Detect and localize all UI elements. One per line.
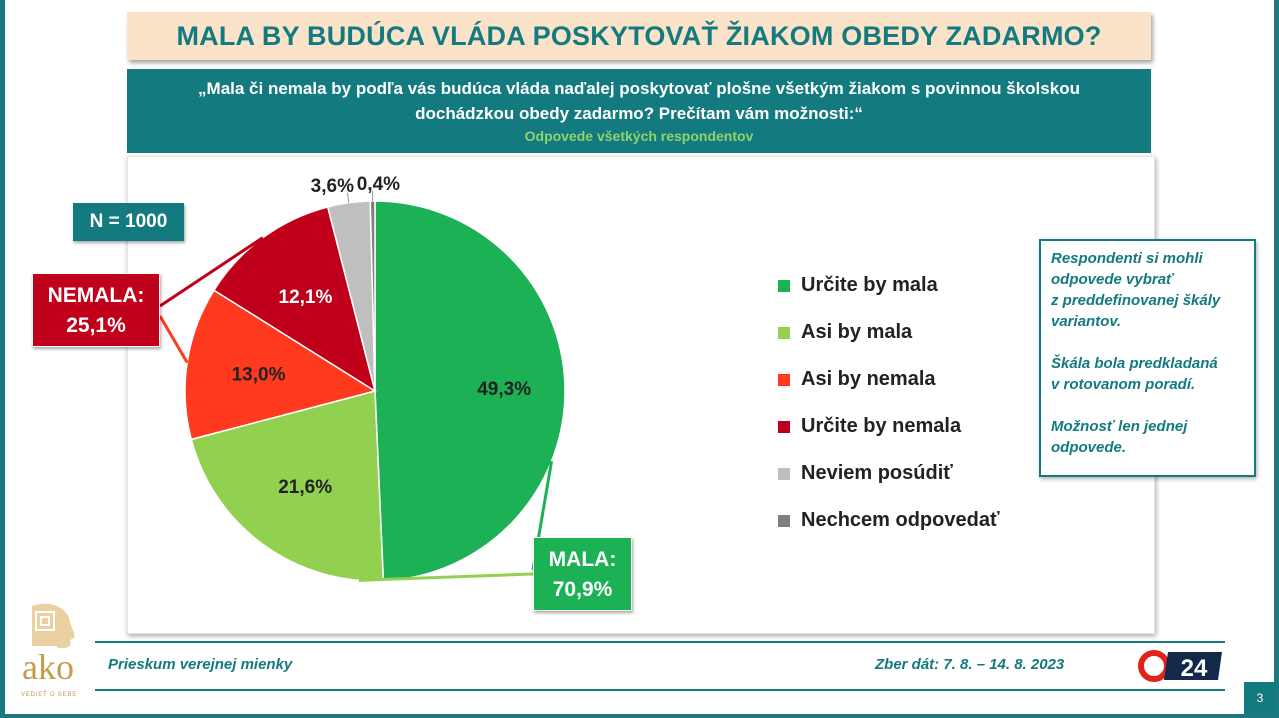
sample-size-badge: N = 1000	[73, 203, 184, 241]
pie-label-4: 3,6%	[311, 176, 354, 197]
pie-label-5: 0,4%	[357, 174, 400, 195]
legend-item-2: Asi by nemala	[778, 356, 1000, 403]
mala-callout-line-2	[358, 572, 534, 582]
legend-item-0: Určite by mala	[778, 262, 1000, 309]
legend-label-5: Nechcem odpovedať	[801, 509, 1000, 531]
note-paragraph-0: Respondenti si mohli odpovede vybrať z p…	[1051, 250, 1221, 330]
title-box: MALA BY BUDÚCA VLÁDA POSKYTOVAŤ ŽIAKOM O…	[127, 12, 1151, 60]
legend-swatch-0	[778, 279, 790, 292]
legend-swatch-4	[778, 467, 790, 480]
pie-slice-0	[374, 200, 566, 582]
pie-slice-3	[212, 206, 377, 393]
joj24-logo-text: 24	[1181, 655, 1208, 682]
head-profile-icon	[32, 603, 75, 648]
legend-swatch-5	[778, 514, 790, 527]
legend-item-5: Nechcem odpovedať	[778, 497, 1000, 544]
legend-swatch-3	[778, 420, 790, 433]
legend-label-4: Neviem posúdiť	[801, 462, 953, 484]
note-paragraph-1: Škála bola predkladaná v rotovanom porad…	[1051, 355, 1218, 393]
frame-right	[1274, 0, 1279, 718]
pie-label-3: 12,1%	[279, 287, 333, 308]
legend-item-3: Určite by nemala	[778, 403, 1000, 450]
mala-group-box: MALA: 70,9%	[533, 537, 632, 611]
pie-label-0: 49,3%	[477, 379, 531, 400]
footer-divider-top	[95, 641, 1225, 643]
legend-label-0: Určite by mala	[801, 274, 938, 296]
legend-label-1: Asi by mala	[801, 321, 913, 343]
mala-group-label: MALA:	[548, 548, 617, 571]
pie-slice-1	[190, 390, 385, 582]
pie-label-1: 21,6%	[278, 477, 332, 498]
mala-group-value: 70,9%	[552, 578, 613, 601]
pie-slice-2	[184, 289, 377, 441]
frame-bottom	[0, 714, 1279, 718]
ako-logo-tagline: VEDIEŤ O SEBE	[21, 692, 78, 698]
question-text: „Mala či nemala by podľa vás budúca vlád…	[198, 79, 1080, 123]
methodology-note: Respondenti si mohli odpovede vybrať z p…	[1039, 239, 1256, 477]
footer-date-range: Zber dát: 7. 8. – 14. 8. 2023	[875, 656, 1065, 673]
ako-logo-text: ako	[22, 647, 74, 687]
chart-legend: Určite by mala Asi by mala Asi by nemala Ur…	[778, 262, 1000, 544]
question-subtitle: Odpovede všetkých respondentov	[524, 128, 754, 144]
page-title: MALA BY BUDÚCA VLÁDA POSKYTOVAŤ ŽIAKOM O…	[176, 20, 1102, 51]
footer-divider-bottom	[95, 689, 1225, 691]
nemala-callout-line-1	[159, 236, 264, 308]
question-box: „Mala či nemala by podľa vás budúca vlád…	[127, 69, 1151, 153]
nemala-group-box: NEMALA: 25,1%	[32, 273, 160, 347]
legend-label-2: Asi by nemala	[801, 368, 936, 390]
frame-left	[0, 0, 5, 718]
legend-item-1: Asi by mala	[778, 309, 1000, 356]
footer-survey-label: Prieskum verejnej mienky	[108, 656, 293, 673]
pie-label-2: 13,0%	[232, 364, 286, 385]
pie-leader-4	[346, 192, 350, 203]
note-paragraph-2: Možnosť len jednej odpovede.	[1051, 418, 1188, 456]
nemala-callout-line-2	[158, 315, 189, 364]
legend-swatch-1	[778, 326, 790, 339]
legend-label-3: Určite by nemala	[801, 415, 962, 437]
page-number: 3	[1244, 682, 1276, 714]
nemala-group-label: NEMALA:	[47, 284, 145, 307]
joj24-logo: 24	[1138, 650, 1222, 682]
nemala-group-value: 25,1%	[66, 314, 126, 337]
legend-swatch-2	[778, 373, 790, 386]
legend-item-4: Neviem posúdiť	[778, 450, 1000, 497]
